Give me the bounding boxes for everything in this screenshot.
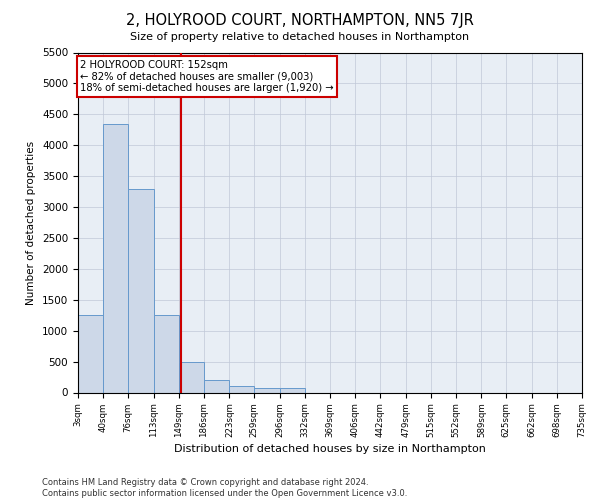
Text: 2, HOLYROOD COURT, NORTHAMPTON, NN5 7JR: 2, HOLYROOD COURT, NORTHAMPTON, NN5 7JR (126, 12, 474, 28)
Text: Size of property relative to detached houses in Northampton: Size of property relative to detached ho… (130, 32, 470, 42)
Bar (179, 362, 204, 392)
Bar (280, 388, 305, 392)
X-axis label: Distribution of detached houses by size in Northampton: Distribution of detached houses by size … (174, 444, 486, 454)
Text: 2 HOLYROOD COURT: 152sqm
← 82% of detached houses are smaller (9,003)
18% of sem: 2 HOLYROOD COURT: 152sqm ← 82% of detach… (80, 60, 334, 93)
Bar (78, 315, 103, 392)
Bar (128, 188, 154, 392)
Bar (229, 386, 254, 392)
Bar (204, 380, 229, 392)
Bar (103, 124, 128, 392)
Bar (154, 315, 179, 392)
Y-axis label: Number of detached properties: Number of detached properties (26, 140, 37, 304)
Bar (254, 388, 280, 392)
Text: Contains HM Land Registry data © Crown copyright and database right 2024.
Contai: Contains HM Land Registry data © Crown c… (42, 478, 407, 498)
